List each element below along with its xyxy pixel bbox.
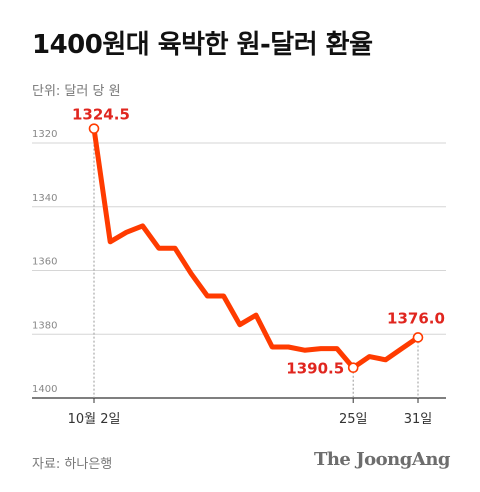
x-guide-lines [93, 128, 419, 403]
y-tick-label: 1400 [32, 384, 57, 395]
exchange-rate-line [91, 126, 421, 371]
data-label: 1324.5 [72, 106, 130, 124]
data-labels: 1324.5 1390.5 1376.0 [72, 106, 445, 378]
highlight-marker [88, 123, 100, 134]
data-label: 1390.5 [286, 360, 344, 378]
chart-title: 1400원대 육박한 원-달러 환율 [32, 30, 373, 60]
source-note: 자료: 하나은행 [32, 457, 113, 472]
y-tick-label: 1360 [32, 257, 57, 268]
y-tick-labels: 1320 1340 1360 1380 1400 [32, 129, 57, 395]
x-tick-label: 10월 2일 [68, 412, 121, 427]
y-tick-label: 1340 [32, 193, 57, 204]
x-tick-labels: 10월 2일 25일 31일 [68, 412, 433, 427]
y-tick-label: 1380 [32, 320, 57, 331]
brand-logo: The JoongAng [313, 449, 451, 470]
highlight-marker [347, 362, 359, 374]
unit-label: 단위: 달러 당 원 [32, 84, 121, 99]
data-label: 1376.0 [387, 309, 445, 327]
y-gridlines [32, 142, 446, 399]
highlight-marker [412, 332, 424, 343]
x-tick-label: 31일 [404, 412, 433, 427]
highlight-markers [88, 123, 424, 374]
series-line [91, 126, 421, 371]
x-tick-label: 25일 [339, 412, 368, 427]
y-tick-label: 1320 [32, 129, 57, 140]
